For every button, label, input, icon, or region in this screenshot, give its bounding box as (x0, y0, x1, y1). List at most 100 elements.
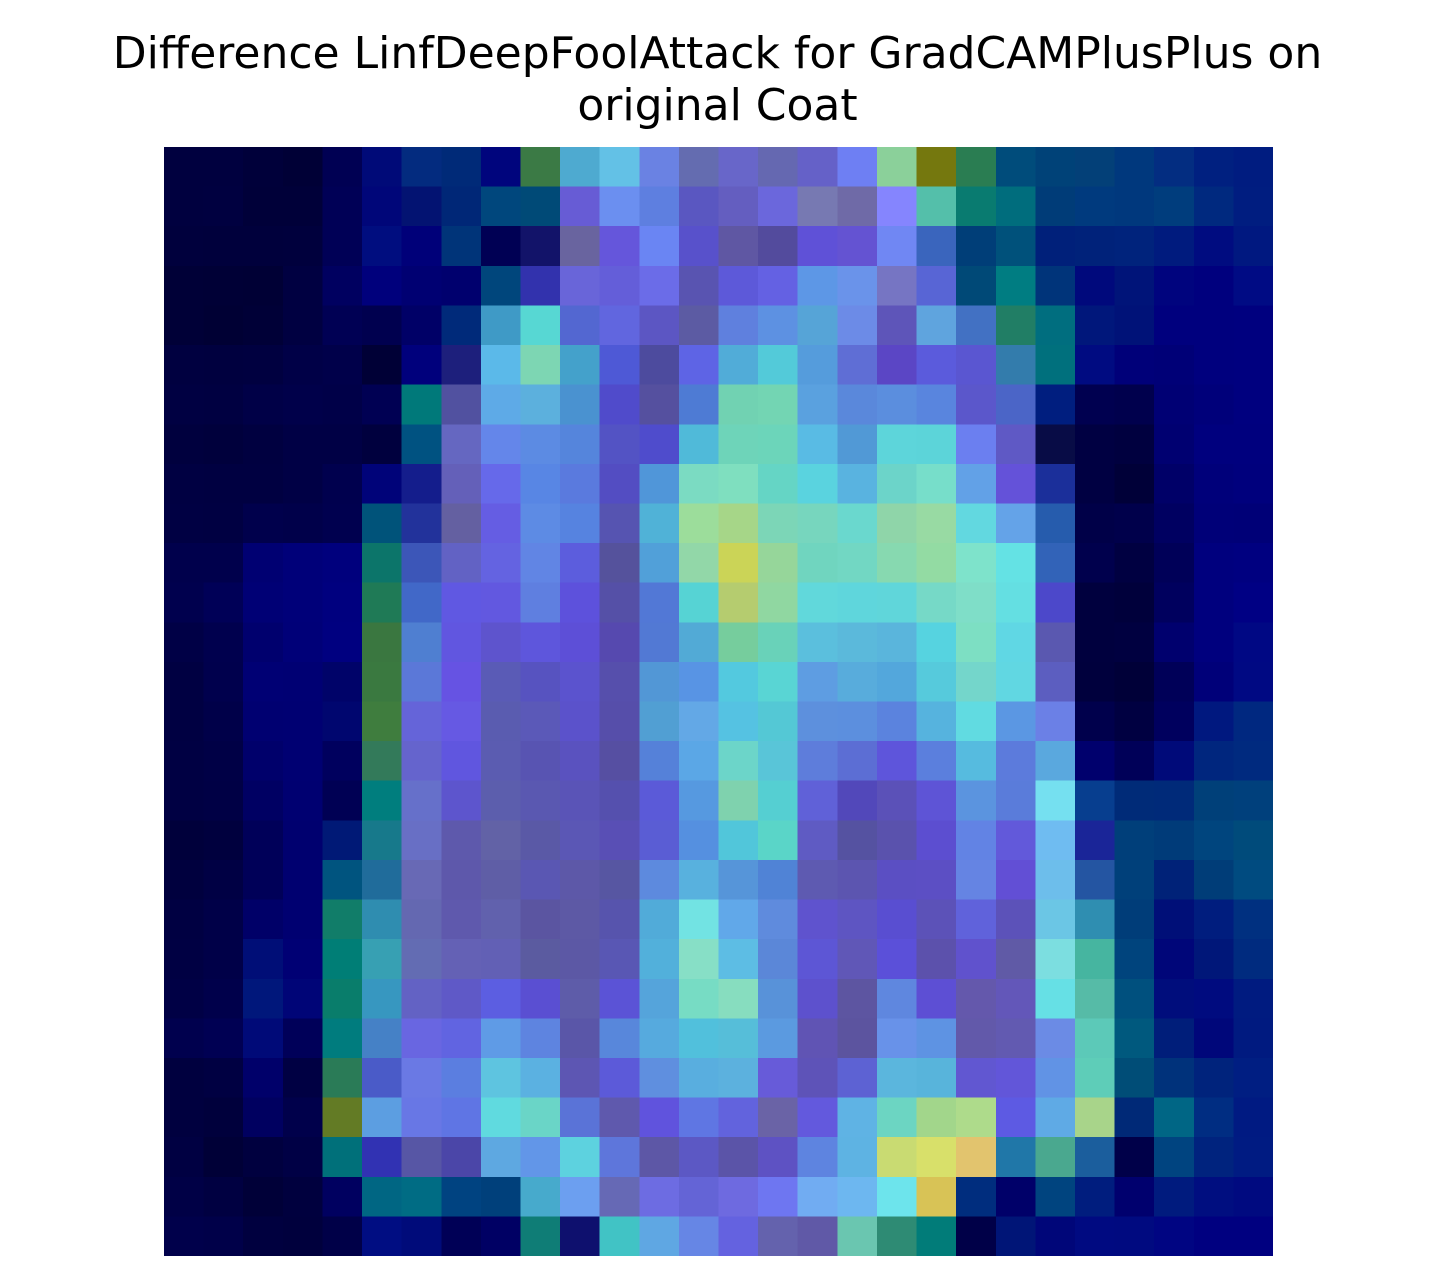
heatmap-cell (401, 147, 442, 188)
heatmap-cell (1035, 265, 1076, 307)
heatmap-cell (1074, 939, 1116, 980)
heatmap-cell (758, 582, 799, 623)
heatmap-cell (995, 978, 1036, 1019)
heatmap-cell (1035, 859, 1076, 901)
heatmap-cell (718, 661, 759, 703)
heatmap-cell (441, 186, 482, 227)
heatmap-cell (401, 820, 442, 861)
heatmap-cell (995, 701, 1036, 742)
heatmap-cell (1193, 463, 1234, 505)
heatmap-cell (520, 978, 561, 1019)
heatmap-cell (441, 1137, 482, 1178)
heatmap-cell (758, 463, 799, 505)
heatmap-cell (758, 147, 799, 188)
heatmap-cell (876, 899, 918, 940)
heatmap-cell (322, 741, 363, 782)
heatmap-cell (203, 780, 244, 821)
heatmap-cell (876, 147, 918, 188)
heatmap-cell (599, 1057, 640, 1099)
heatmap-cell (1154, 622, 1195, 663)
heatmap-cell (1035, 741, 1076, 782)
heatmap-cell (639, 582, 680, 623)
heatmap-cell (322, 622, 363, 663)
heatmap-cell (322, 780, 363, 821)
heatmap-cell (520, 503, 561, 544)
heatmap-cell (282, 661, 324, 703)
heatmap-cell (322, 186, 363, 227)
heatmap-cell (401, 503, 442, 544)
heatmap-cell (995, 741, 1036, 782)
heatmap-cell (441, 622, 482, 663)
heatmap-cell (560, 1057, 601, 1099)
heatmap-cell (164, 226, 205, 267)
heatmap-cell (678, 1216, 720, 1256)
heatmap-cell (837, 1176, 878, 1217)
heatmap-cell (599, 226, 640, 267)
heatmap-cell (797, 345, 838, 386)
heatmap-cell (1035, 186, 1076, 227)
heatmap-cell (362, 1216, 403, 1256)
heatmap-cell (758, 305, 799, 346)
heatmap-cell (995, 1176, 1036, 1217)
heatmap-cell (995, 622, 1036, 663)
heatmap-cell (1154, 226, 1195, 267)
heatmap-cell (639, 859, 680, 901)
heatmap-cell (362, 186, 403, 227)
heatmap-cell (362, 384, 403, 425)
heatmap-cell (203, 265, 244, 307)
heatmap-cell (1154, 820, 1195, 861)
heatmap-cell (678, 1097, 720, 1138)
heatmap-cell (560, 899, 601, 940)
heatmap-cell (995, 543, 1036, 584)
heatmap-cell (362, 147, 403, 188)
heatmap-cell (520, 1097, 561, 1138)
heatmap-cell (916, 384, 957, 425)
heatmap-cell (322, 582, 363, 623)
heatmap-cell (164, 543, 205, 584)
heatmap-cell (1154, 503, 1195, 544)
heatmap-cell (560, 622, 601, 663)
heatmap-cell (1233, 463, 1273, 505)
heatmap-cell (876, 1176, 918, 1217)
heatmap-cell (322, 424, 363, 465)
heatmap-cell (758, 820, 799, 861)
heatmap-cell (956, 384, 997, 425)
heatmap-cell (401, 741, 442, 782)
heatmap-cell (1074, 1097, 1116, 1138)
heatmap-cell (1233, 543, 1273, 584)
heatmap-cell (322, 1018, 363, 1059)
heatmap-cell (1114, 345, 1155, 386)
heatmap-cell (639, 1057, 680, 1099)
heatmap-cell (362, 424, 403, 465)
heatmap-cell (243, 622, 284, 663)
heatmap-cell (520, 463, 561, 505)
heatmap-cell (1074, 622, 1116, 663)
heatmap-cell (639, 305, 680, 346)
heatmap-cell (837, 186, 878, 227)
heatmap-cell (678, 147, 720, 188)
heatmap-cell (797, 1216, 838, 1256)
heatmap-cell (362, 859, 403, 901)
heatmap-cell (282, 701, 324, 742)
heatmap-cell (164, 1097, 205, 1138)
heatmap-cell (322, 384, 363, 425)
heatmap-cell (1035, 305, 1076, 346)
heatmap-cell (678, 780, 720, 821)
heatmap-cell (718, 424, 759, 465)
heatmap-cell (678, 859, 720, 901)
heatmap-cell (560, 503, 601, 544)
heatmap-cell (639, 384, 680, 425)
heatmap-cell (401, 424, 442, 465)
heatmap-cell (1193, 1176, 1234, 1217)
heatmap-cell (480, 939, 522, 980)
heatmap-cell (1193, 503, 1234, 544)
heatmap-cell (362, 1097, 403, 1138)
heatmap-cell (956, 701, 997, 742)
heatmap-cell (1114, 424, 1155, 465)
heatmap-cell (362, 661, 403, 703)
heatmap-cell (401, 939, 442, 980)
heatmap-cell (1114, 1137, 1155, 1178)
heatmap-cell (1233, 1097, 1273, 1138)
heatmap-cell (1074, 543, 1116, 584)
heatmap-cell (1233, 939, 1273, 980)
